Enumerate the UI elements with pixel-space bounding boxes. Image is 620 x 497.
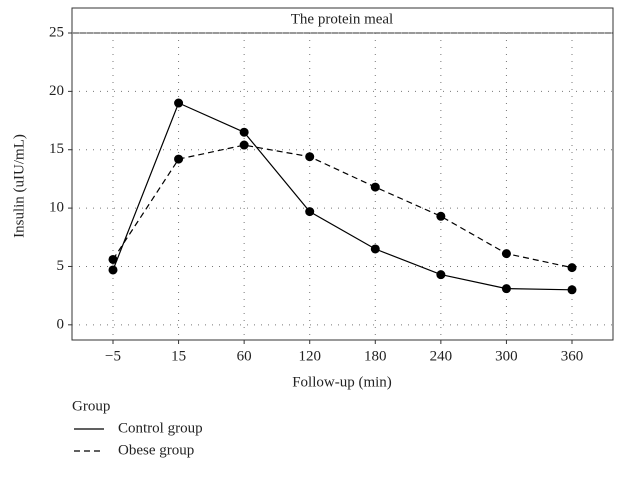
data-point (305, 152, 315, 162)
data-point (174, 98, 184, 108)
legend-title: Group (72, 398, 110, 414)
data-point (370, 244, 380, 254)
data-point (370, 182, 380, 192)
plot-frame (71, 32, 614, 341)
data-point (436, 211, 446, 221)
y-tick-label: 25 (49, 24, 64, 40)
series-line (112, 102, 573, 291)
data-point (436, 270, 446, 280)
y-tick-label: 5 (57, 258, 65, 274)
data-point (108, 254, 118, 264)
data-point (174, 154, 184, 164)
data-point (501, 284, 511, 294)
data-point (567, 285, 577, 295)
chart-title: The protein meal (291, 11, 393, 27)
x-tick-label: 60 (237, 348, 252, 364)
data-point (305, 207, 315, 217)
x-tick-label: 120 (298, 348, 321, 364)
x-tick-label: 300 (495, 348, 518, 364)
data-point (108, 265, 118, 275)
y-tick-label: 20 (49, 83, 64, 99)
x-tick-label: 360 (561, 348, 584, 364)
y-tick-label: 15 (49, 141, 64, 157)
y-tick-label: 0 (57, 316, 65, 332)
y-tick-label: 10 (49, 200, 64, 216)
x-axis-label: Follow-up (min) (292, 374, 392, 390)
data-point (239, 127, 249, 137)
data-point (239, 140, 249, 150)
y-axis-label: Insulin (uIU/mL) (11, 134, 27, 238)
x-tick-label: 15 (171, 348, 186, 364)
legend-label: Control group (118, 420, 203, 436)
legend-label: Obese group (118, 442, 194, 458)
title-box (71, 7, 614, 34)
data-point (567, 263, 577, 273)
data-point (501, 249, 511, 259)
x-tick-label: 180 (364, 348, 387, 364)
x-tick-label: 240 (430, 348, 453, 364)
x-tick-label: −5 (105, 348, 121, 364)
series-line (112, 144, 573, 269)
